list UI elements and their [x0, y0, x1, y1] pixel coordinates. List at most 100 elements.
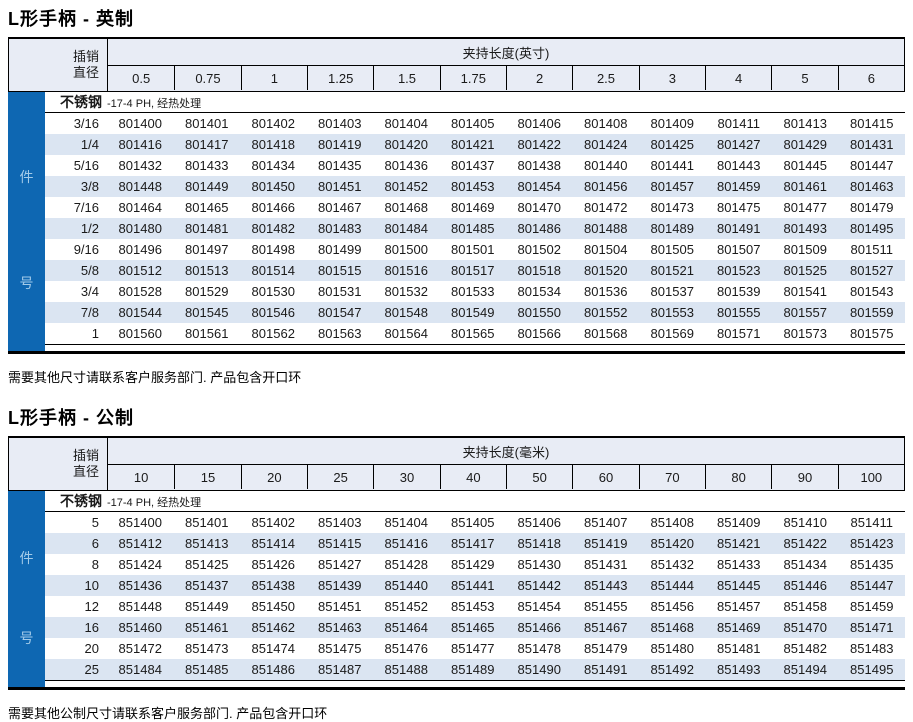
part-number-cell: 801405 — [451, 116, 495, 131]
part-number-cell: 801447 — [850, 158, 894, 173]
material-label: 不锈钢 — [60, 94, 102, 110]
length-column-header: 1.25 — [307, 66, 373, 90]
pin-diameter-header-line2: 直径 — [72, 65, 99, 80]
part-number-cell: 851479 — [584, 641, 628, 656]
part-number-cell: 801486 — [517, 221, 561, 236]
length-column-header: 90 — [771, 465, 837, 489]
part-number-cell: 851486 — [251, 662, 295, 677]
length-column-header: 1.5 — [373, 66, 439, 90]
part-table-imperial: 插销 直径 夹持长度(英寸) 0.5 0.75 1 1.25 1.5 1.75 2 2.5 3 4… — [8, 37, 905, 354]
part-number-cell: 851437 — [185, 578, 229, 593]
part-table-metric: 插销 直径 夹持长度(毫米) 10 15 20 25 30 40 50 60 70 80 90 100… — [8, 436, 905, 690]
part-number-cell: 801466 — [251, 200, 295, 215]
part-number-cell: 801541 — [783, 284, 827, 299]
length-column-header: 100 — [837, 465, 904, 489]
part-number-cell: 851457 — [717, 599, 761, 614]
side-label-top: 件 — [19, 169, 34, 186]
part-number-cell: 801425 — [650, 137, 694, 152]
part-number-cell: 851426 — [251, 557, 295, 572]
length-header-group: 夹持长度(毫米) 10 15 20 25 30 40 50 60 70 80 90 100 — [108, 438, 904, 490]
part-number-cell: 801521 — [650, 263, 694, 278]
part-number-cell: 851429 — [451, 557, 495, 572]
part-number-cell: 801461 — [783, 179, 827, 194]
part-number-cell: 801436 — [384, 158, 428, 173]
length-column-header: 40 — [439, 465, 506, 489]
part-number-cell: 801459 — [717, 179, 761, 194]
length-column-header: 10 — [133, 469, 149, 485]
part-number-cell: 851463 — [318, 620, 362, 635]
part-number-cell: 801438 — [517, 158, 561, 173]
part-number-cell: 851431 — [584, 557, 628, 572]
pin-diameter-cell: 3/4 — [80, 284, 99, 299]
part-number-cell: 801477 — [783, 200, 827, 215]
table-row: 9/16 801496 801497 801498 801499 801500 801501… — [45, 239, 905, 260]
part-number-cell: 801544 — [118, 305, 162, 320]
part-number-cell: 851494 — [783, 662, 827, 677]
part-number-cell: 851470 — [783, 620, 827, 635]
part-number-cell: 801421 — [451, 137, 495, 152]
part-number-cell: 801416 — [118, 137, 162, 152]
pin-diameter-cell: 1 — [91, 326, 99, 341]
part-number-cell: 851435 — [850, 557, 894, 572]
part-number-cell: 801518 — [517, 263, 561, 278]
part-number-cell: 801496 — [118, 242, 162, 257]
part-number-cell: 851484 — [118, 662, 162, 677]
part-number-cell: 851447 — [850, 578, 894, 593]
part-number-cell: 851469 — [717, 620, 761, 635]
part-number-cell: 801520 — [584, 263, 628, 278]
pin-diameter-cell: 3/8 — [80, 179, 99, 194]
part-number-cell: 801457 — [650, 179, 694, 194]
part-number-cell: 851412 — [118, 536, 162, 551]
part-number-cell: 851489 — [451, 662, 495, 677]
part-number-cell: 801517 — [451, 263, 495, 278]
part-number-cell: 851406 — [517, 515, 561, 530]
part-number-sidebar: 件 号 — [8, 92, 45, 351]
part-number-cell: 851478 — [517, 641, 561, 656]
part-number-cell: 801573 — [783, 326, 827, 341]
part-number-cell: 851492 — [650, 662, 694, 677]
length-column-header: 50 — [506, 465, 572, 489]
part-number-cell: 851481 — [717, 641, 761, 656]
part-number-cell: 801560 — [118, 326, 162, 341]
part-number-cell: 801565 — [451, 326, 495, 341]
part-number-cell: 801437 — [451, 158, 495, 173]
data-rows: 5 851400 851401 851402 851403 851404 851405 851… — [45, 512, 905, 680]
table-row: 20 851472 851473 851474 851475 851476 851477 85… — [45, 638, 905, 659]
length-column-header: 3 — [638, 66, 705, 90]
part-number-cell: 851413 — [185, 536, 229, 551]
part-number-cell: 851439 — [318, 578, 362, 593]
part-number-cell: 851491 — [584, 662, 628, 677]
part-number-cell: 801555 — [717, 305, 761, 320]
pin-diameter-cell: 7/16 — [73, 200, 99, 215]
part-number-cell: 801403 — [318, 116, 362, 131]
material-label: 不锈钢 — [60, 493, 102, 509]
part-number-cell: 851464 — [384, 620, 428, 635]
part-number-cell: 801472 — [584, 200, 628, 215]
part-number-cell: 801552 — [584, 305, 628, 320]
part-number-cell: 801532 — [384, 284, 428, 299]
part-number-cell: 851472 — [118, 641, 162, 656]
table-header: 插销 直径 夹持长度(英寸) 0.5 0.75 1 1.25 1.5 1.75 2 2.5 3 4… — [8, 37, 905, 92]
part-number-cell: 801501 — [451, 242, 495, 257]
part-number-cell: 801473 — [650, 200, 694, 215]
part-number-cell: 851468 — [650, 620, 694, 635]
part-number-cell: 851488 — [384, 662, 428, 677]
part-number-cell: 801433 — [185, 158, 229, 173]
length-column-header: 1.75 — [439, 66, 506, 90]
part-number-cell: 801498 — [251, 242, 295, 257]
part-number-cell: 801422 — [517, 137, 561, 152]
part-number-cell: 851410 — [783, 515, 827, 530]
part-number-cell: 851456 — [650, 599, 694, 614]
part-number-cell: 801569 — [650, 326, 694, 341]
part-number-cell: 801495 — [850, 221, 894, 236]
part-number-cell: 851403 — [318, 515, 362, 530]
part-number-cell: 801450 — [251, 179, 295, 194]
pin-diameter-cell: 7/8 — [80, 305, 99, 320]
part-number-cell: 801485 — [451, 221, 495, 236]
part-number-cell: 851408 — [650, 515, 694, 530]
pin-diameter-cell: 10 — [84, 578, 99, 593]
part-number-cell: 801465 — [185, 200, 229, 215]
pin-diameter-header-line1: 插销 — [72, 447, 99, 463]
part-number-cell: 801531 — [318, 284, 362, 299]
part-number-cell: 851452 — [384, 599, 428, 614]
